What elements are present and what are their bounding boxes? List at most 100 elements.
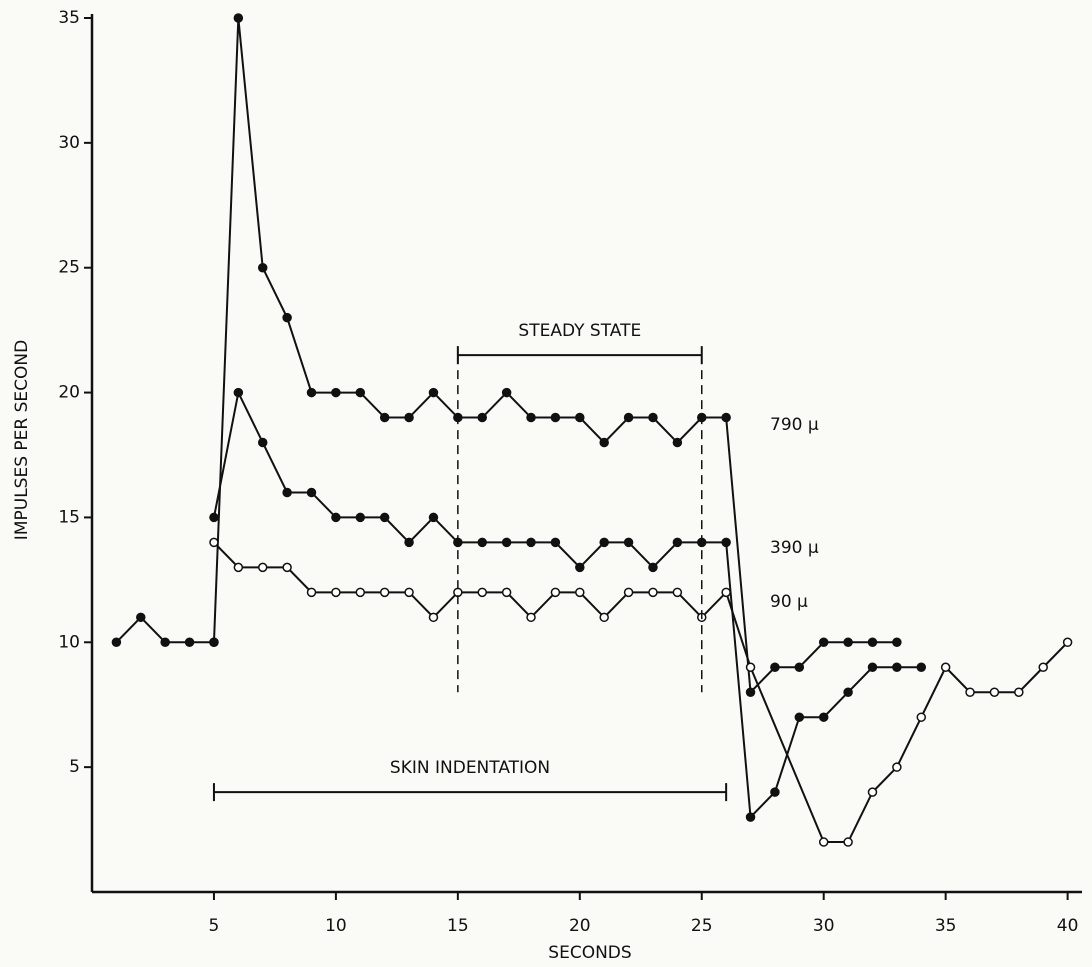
data-point: [770, 662, 780, 673]
data-point: [233, 387, 244, 398]
y-tick-label: 25: [58, 258, 80, 278]
data-point: [916, 712, 927, 722]
data-point: [843, 837, 853, 847]
data-point: [184, 637, 195, 648]
data-point: [404, 587, 414, 598]
data-point: [892, 662, 902, 673]
data-point: [672, 587, 683, 598]
y-axis-label: IMPULSES PER SECOND: [12, 340, 32, 540]
data-point: [599, 612, 609, 623]
data-point: [672, 437, 683, 448]
x-tick-label: 40: [1057, 916, 1079, 936]
data-point: [843, 637, 853, 648]
data-point: [794, 662, 805, 673]
data-point: [599, 537, 609, 548]
data-point: [916, 662, 927, 673]
data-point: [257, 262, 268, 273]
data-point: [111, 637, 122, 648]
data-point: [575, 412, 585, 423]
data-point: [526, 412, 536, 423]
data-point: [379, 412, 390, 423]
data-point: [379, 512, 390, 523]
x-tick-label: 30: [813, 916, 835, 936]
data-point: [355, 512, 366, 523]
data-point: [892, 762, 902, 772]
x-axis-label: SECONDS: [548, 943, 631, 963]
data-point: [843, 687, 853, 697]
data-point: [745, 662, 756, 673]
data-point: [501, 587, 512, 598]
x-tick-label: 20: [569, 916, 591, 936]
data-point: [867, 662, 878, 673]
data-point: [282, 487, 292, 498]
x-tick-label: 35: [935, 916, 957, 936]
x-tick-label: 25: [691, 916, 713, 936]
data-point: [331, 512, 341, 523]
data-point: [526, 612, 536, 623]
data-point: [818, 637, 829, 648]
y-tick-label: 10: [58, 632, 80, 652]
data-point: [233, 562, 244, 573]
data-point: [282, 562, 292, 573]
data-point: [306, 587, 317, 598]
data-point: [672, 537, 683, 548]
data-point: [623, 412, 634, 423]
data-point: [989, 687, 1000, 697]
data-point: [623, 537, 634, 548]
x-tick-label: 5: [209, 916, 220, 936]
data-point: [306, 387, 317, 398]
annotation: STEADY STATE: [518, 321, 641, 341]
y-tick-label: 30: [58, 133, 80, 153]
data-point: [818, 712, 829, 722]
data-point: [282, 312, 292, 323]
data-point: [867, 787, 878, 797]
data-point: [721, 537, 731, 548]
data-point: [648, 587, 658, 598]
data-point: [599, 437, 609, 448]
data-point: [477, 412, 487, 423]
data-point: [1062, 637, 1073, 648]
data-point: [1038, 662, 1048, 673]
data-point: [209, 637, 219, 648]
data-point: [404, 412, 414, 423]
data-point: [648, 412, 658, 423]
data-point: [428, 387, 439, 398]
series-label: 390 μ: [770, 538, 819, 558]
annotation: SKIN INDENTATION: [390, 758, 550, 778]
series-label: 90 μ: [770, 592, 808, 612]
data-point: [379, 587, 390, 598]
data-point: [526, 537, 536, 548]
data-point: [501, 537, 512, 548]
data-point: [721, 412, 731, 423]
data-point: [745, 687, 756, 697]
data-point: [355, 387, 366, 398]
data-point: [575, 562, 585, 573]
data-point: [428, 512, 439, 523]
data-point: [257, 437, 268, 448]
data-point: [355, 587, 366, 598]
data-point: [575, 587, 585, 598]
data-point: [721, 587, 731, 598]
data-point: [550, 412, 561, 423]
x-tick-label: 15: [447, 916, 469, 936]
data-point: [306, 487, 317, 498]
data-point: [257, 562, 268, 573]
data-point: [965, 687, 975, 697]
data-point: [940, 662, 951, 673]
y-tick-label: 35: [58, 8, 80, 28]
data-point: [136, 612, 146, 623]
data-point: [477, 537, 487, 548]
data-point: [867, 637, 878, 648]
x-tick-label: 10: [325, 916, 347, 936]
series-label: 790 μ: [770, 415, 819, 435]
data-point: [331, 387, 341, 398]
data-point: [550, 537, 561, 548]
data-point: [794, 712, 805, 722]
data-point: [160, 637, 170, 648]
data-point: [209, 512, 219, 523]
data-point: [428, 612, 439, 623]
series-line: [212, 389, 922, 820]
data-point: [550, 587, 561, 598]
data-point: [623, 587, 634, 598]
